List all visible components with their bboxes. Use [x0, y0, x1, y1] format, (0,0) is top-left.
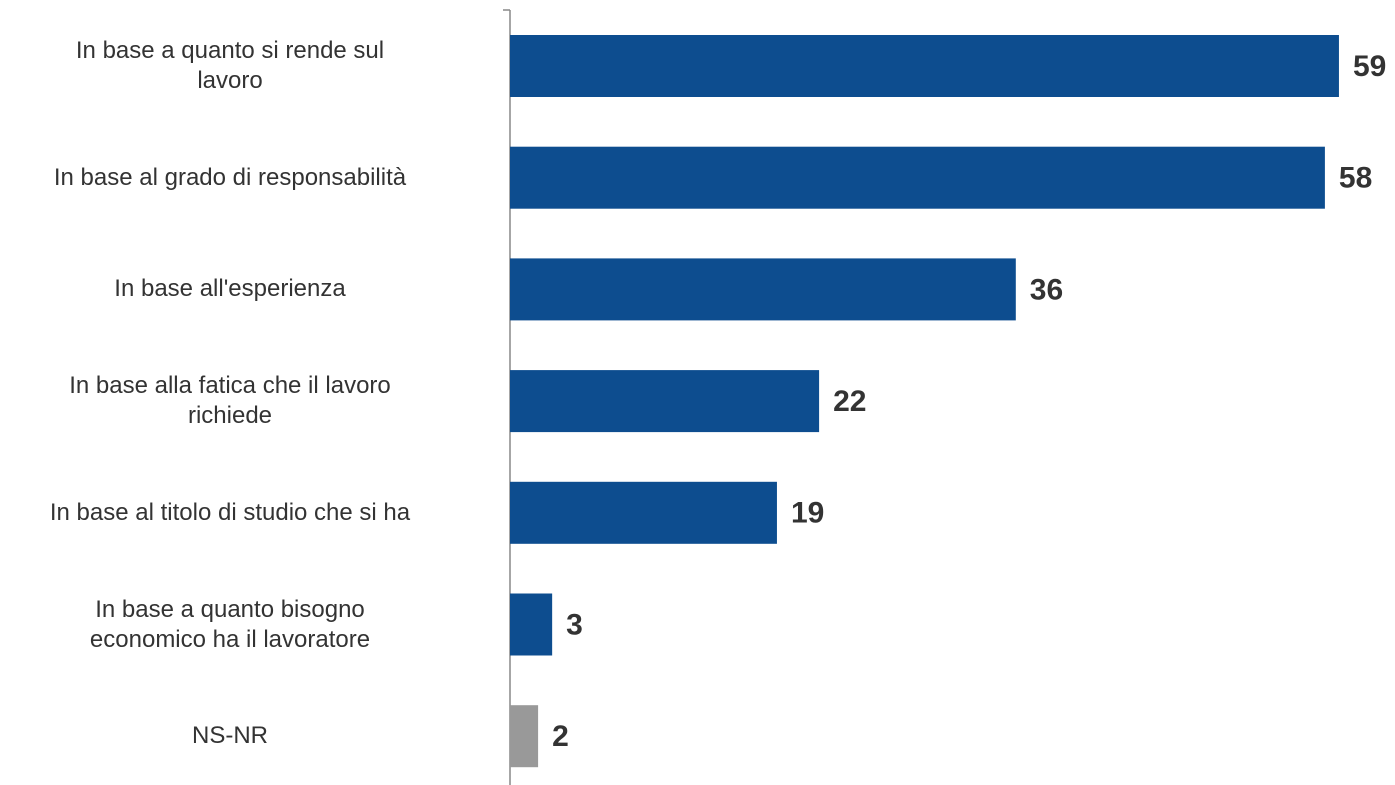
value-label: 2: [552, 720, 569, 753]
category-label: In base a quanto si rende sul lavoro: [75, 37, 385, 94]
bar: [510, 370, 820, 433]
bar: [510, 35, 1339, 97]
value-label: 59: [1353, 50, 1386, 83]
category-label: In base all'esperienza: [114, 275, 346, 303]
category-label: In base al titolo di studio che si ha: [49, 498, 411, 526]
bar: [510, 593, 553, 656]
category-label: In base a quanto bisogno economico ha il…: [89, 595, 371, 653]
category-label: NS-NR: [192, 722, 268, 750]
category-label: In base alla fatica che il lavoro richie…: [69, 372, 391, 430]
bar: [510, 258, 1016, 321]
value-label: 58: [1339, 162, 1372, 195]
bar: [510, 705, 539, 768]
value-label: 36: [1030, 273, 1063, 306]
value-label: 22: [833, 385, 866, 418]
bar: [510, 481, 777, 544]
value-label: 3: [566, 608, 583, 641]
value-label: 19: [791, 497, 824, 530]
bar: [510, 146, 1325, 209]
category-label: In base al grado di responsabilità: [53, 163, 407, 191]
